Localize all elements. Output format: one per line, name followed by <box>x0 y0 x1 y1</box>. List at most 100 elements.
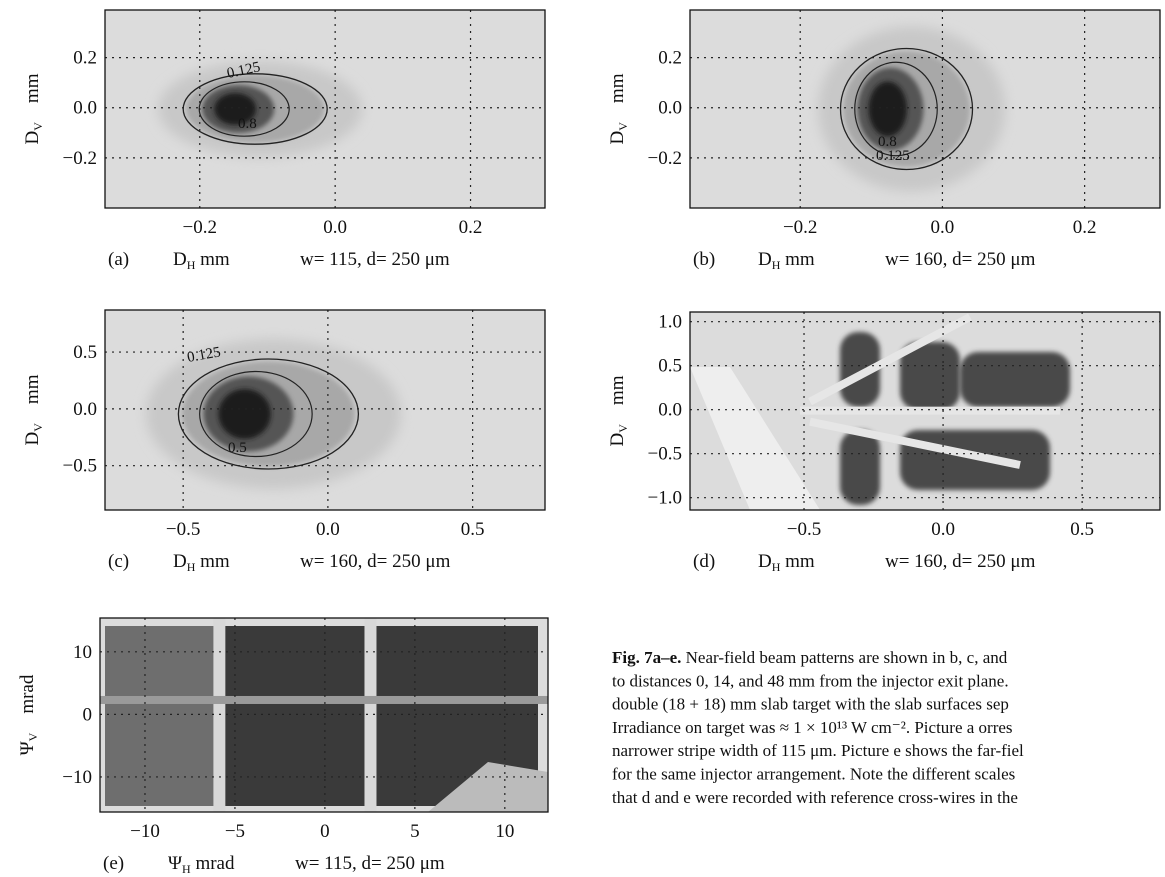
x-axis-label-unit: mrad <box>191 853 235 874</box>
y-axis-label: DV mm <box>22 374 45 445</box>
y-axis-label-symbol: D <box>22 131 43 145</box>
core2 <box>214 93 257 125</box>
x-axis-label: DH mm <box>173 249 230 272</box>
contour-label: 0.5 <box>228 440 247 456</box>
contour-label: 0.125 <box>876 148 910 164</box>
caption-line: Fig. 7a–e. Near-field beam patterns are … <box>612 648 1008 667</box>
x-axis-label: DH mm <box>173 551 230 574</box>
beam-image <box>105 310 545 510</box>
x-tick-label: 0.0 <box>931 217 955 238</box>
dark <box>840 430 880 505</box>
y-axis-label-unit: mm <box>607 73 628 122</box>
contour <box>177 358 360 470</box>
plot-frame <box>689 9 1161 209</box>
y-tick-label: 0.0 <box>73 98 97 119</box>
x-tick-label: −0.2 <box>783 217 817 238</box>
y-tick-label: 0.2 <box>658 48 682 69</box>
x-tick-label: 0.0 <box>931 519 955 540</box>
y-tick-label: −0.5 <box>63 456 97 477</box>
wire <box>809 417 1021 469</box>
x-tick-label: 10 <box>495 821 514 842</box>
contour-label: 0.8 <box>238 116 257 132</box>
hbar <box>800 406 1060 415</box>
caption-line: double (18 + 18) mm slab target with the… <box>612 695 1009 714</box>
caption-line: Irradiance on target was ≈ 1 × 10¹³ W cm… <box>612 718 1013 737</box>
light-corner <box>428 762 548 812</box>
panel-params: w= 160, d= 250 μm <box>885 249 1036 270</box>
panel-params: w= 115, d= 250 μm <box>295 853 445 874</box>
y-axis-label-unit: mm <box>607 375 628 424</box>
x-axis-label-sub: H <box>772 258 781 272</box>
y-axis-label: ΨV mrad <box>17 674 40 755</box>
y-axis-label-symbol: D <box>607 131 628 145</box>
caption-line: for the same injector arrangement. Note … <box>612 765 1015 784</box>
y-axis-label-sub: V <box>616 424 630 433</box>
x-tick-label: 0.0 <box>323 217 347 238</box>
wire-v <box>364 618 377 812</box>
wire <box>808 313 972 406</box>
panel-params: w= 160, d= 250 μm <box>885 551 1036 572</box>
stripe <box>690 367 820 510</box>
x-tick-label: 0.5 <box>1070 519 1094 540</box>
x-axis-label: DH mm <box>758 249 815 272</box>
x-axis-label-unit: mm <box>195 249 230 270</box>
beam-image <box>690 10 1160 208</box>
contour <box>199 370 313 458</box>
contour <box>839 47 974 171</box>
contour-label: 0.125 <box>226 59 262 82</box>
y-axis-label: DV mm <box>607 73 630 144</box>
x-axis-label-unit: mm <box>780 249 815 270</box>
plot-frame <box>104 9 546 209</box>
x-axis-label-sub: H <box>182 862 191 876</box>
x-axis-label-sub: H <box>187 258 196 272</box>
core2 <box>868 81 907 137</box>
y-tick-label: −1.0 <box>648 488 682 509</box>
plot-frame <box>689 311 1161 511</box>
x-axis-label-unit: mm <box>195 551 230 572</box>
caption-line: to distances 0, 14, and 48 mm from the i… <box>612 671 1009 690</box>
x-axis-label-sub: H <box>772 560 781 574</box>
x-axis-label-sub: H <box>187 560 196 574</box>
x-axis-label-symbol: D <box>758 551 772 572</box>
caption-line: that d and e were recorded with referenc… <box>612 788 1018 807</box>
y-tick-label: −10 <box>62 767 92 788</box>
y-tick-label: 0.0 <box>73 399 97 420</box>
y-axis-label-sub: V <box>31 423 45 432</box>
core2 <box>218 389 271 439</box>
dark <box>960 352 1070 407</box>
x-tick-label: −0.5 <box>166 519 200 540</box>
x-axis-label: ΨH mrad <box>168 853 235 876</box>
caption-line: narrower stripe width of 115 μm. Picture… <box>612 741 1024 760</box>
x-axis-label-symbol: D <box>173 249 187 270</box>
panel-label: (c) <box>108 551 129 572</box>
y-axis-label-unit: mm <box>22 73 43 122</box>
x-tick-label: −5 <box>225 821 245 842</box>
y-tick-label: 10 <box>73 642 92 663</box>
x-tick-label: −10 <box>130 821 160 842</box>
x-tick-label: 0 <box>320 821 330 842</box>
y-tick-label: 0.0 <box>658 98 682 119</box>
x-tick-label: 0.2 <box>459 217 483 238</box>
beam-image <box>100 618 548 812</box>
panel-label: (e) <box>103 853 124 874</box>
y-axis-label: DV mm <box>607 375 630 446</box>
dark <box>840 332 880 407</box>
panel-label: (b) <box>693 249 715 270</box>
wire-v <box>213 618 226 812</box>
y-axis-label: DV mm <box>22 73 45 144</box>
panel-params: w= 115, d= 250 μm <box>300 249 450 270</box>
contour-label: 0.125 <box>186 344 222 366</box>
y-axis-label-symbol: D <box>22 432 43 446</box>
dark <box>900 430 1050 490</box>
contour-label: 0.8 <box>878 134 897 150</box>
x-axis-label: DH mm <box>758 551 815 574</box>
x-axis-label-unit: mm <box>780 551 815 572</box>
y-axis-label-sub: V <box>26 732 40 741</box>
y-axis-label-unit: mrad <box>17 674 38 733</box>
y-tick-label: −0.2 <box>63 148 97 169</box>
